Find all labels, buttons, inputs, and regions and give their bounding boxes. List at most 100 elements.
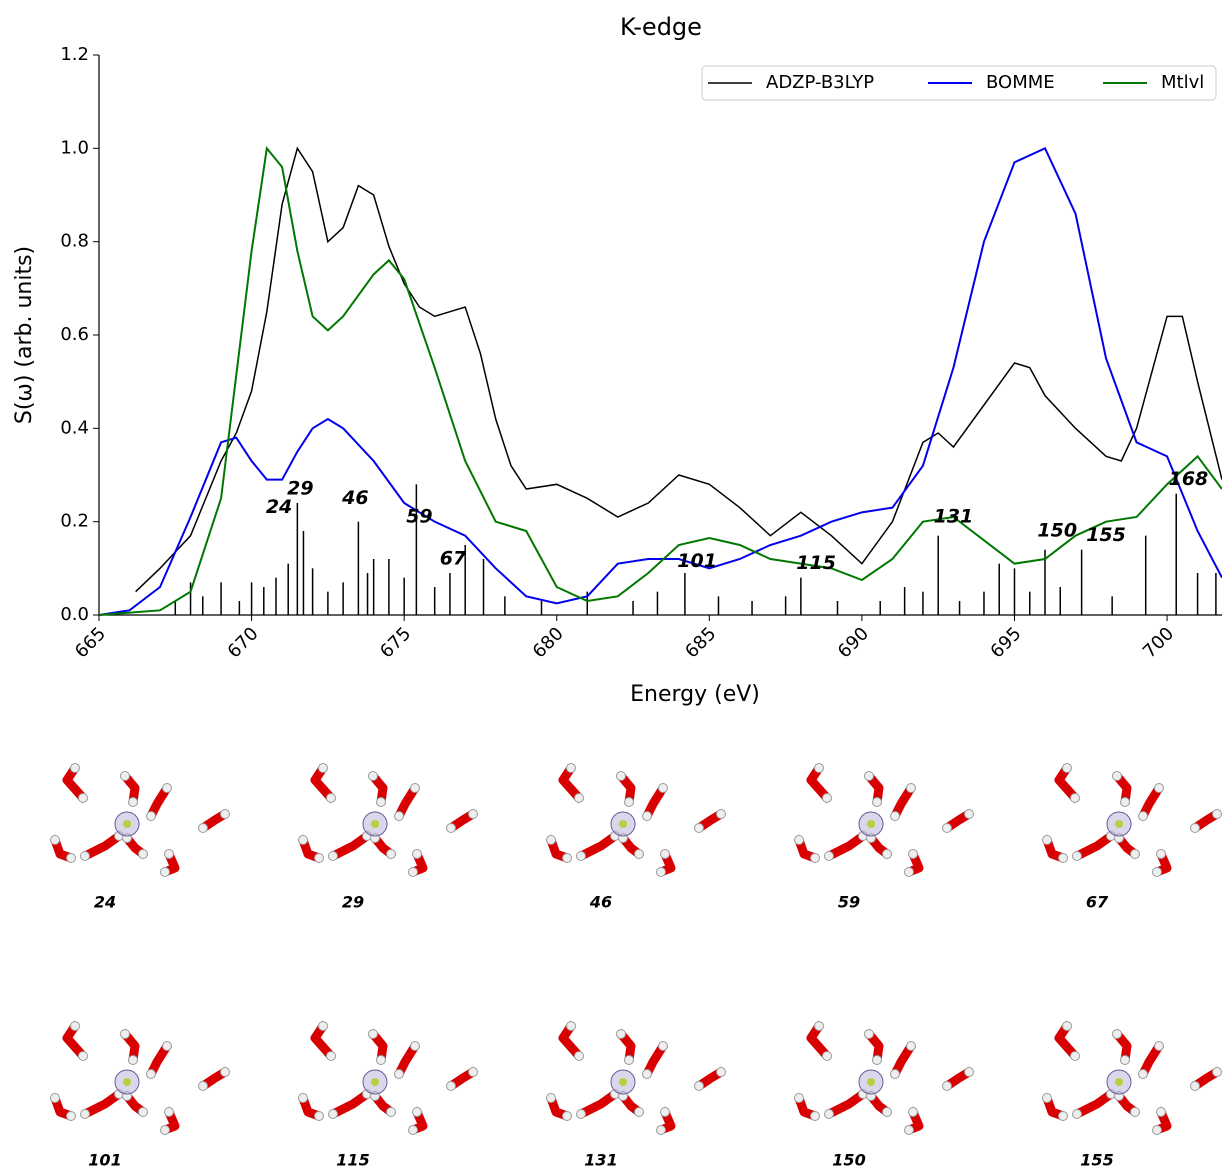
hydrogen (164, 849, 174, 859)
hydrogen (468, 1067, 478, 1077)
hydrogen (882, 1107, 892, 1117)
hydrogen (220, 809, 230, 819)
ion (123, 1078, 131, 1086)
hydrogen (906, 1041, 916, 1051)
hydrogen (160, 1125, 170, 1135)
x-tick-label: 700 (1139, 623, 1178, 662)
hydrogen (634, 1107, 644, 1117)
hydrogen (314, 853, 324, 863)
hydrogen (1058, 853, 1068, 863)
hydrogen (616, 771, 626, 781)
hydrogen (1072, 1109, 1082, 1119)
annotation: 155 (1086, 524, 1126, 546)
hydrogen (368, 1029, 378, 1039)
hydrogen (824, 851, 834, 861)
hydrogen (890, 811, 900, 821)
ion (867, 1078, 875, 1086)
hydrogen (822, 1051, 832, 1061)
structure-panels: 24 29 46 59 67 101 115 131 150 155 (50, 763, 1222, 1170)
hydrogen (328, 1109, 338, 1119)
hydrogen (566, 1021, 576, 1031)
hydrogen (794, 835, 804, 845)
hydrogen (656, 1125, 666, 1135)
hydrogen (162, 783, 172, 793)
annotation: 131 (934, 506, 974, 528)
ion (1115, 1078, 1123, 1086)
hydrogen (1156, 1107, 1166, 1117)
hydrogen (904, 867, 914, 877)
hydrogen (1112, 1029, 1122, 1039)
hydrogen (810, 1111, 820, 1121)
ion (867, 820, 875, 828)
structure-panel (794, 763, 974, 877)
hydrogen (1212, 809, 1222, 819)
hydrogen (904, 1125, 914, 1135)
water-bond (80, 1089, 124, 1119)
hydrogen (964, 1067, 974, 1077)
hydrogen (1190, 823, 1200, 833)
y-tick-label: 1.2 (60, 44, 89, 65)
hydrogen (468, 809, 478, 819)
annotation: 67 (440, 548, 467, 570)
hydrogen (1058, 1111, 1068, 1121)
series-line (99, 147, 1222, 616)
hydrogen (566, 763, 576, 773)
hydrogen (314, 1111, 324, 1121)
hydrogen (446, 823, 456, 833)
hydrogen (50, 1093, 60, 1103)
panel-label: 24 (94, 893, 116, 912)
hydrogen (128, 797, 138, 807)
water-bond (576, 831, 620, 861)
hydrogen (1190, 1081, 1200, 1091)
y-tick-label: 0.4 (60, 417, 89, 438)
hydrogen (412, 849, 422, 859)
annotation: 101 (677, 550, 717, 572)
hydrogen (942, 1081, 952, 1091)
ion (371, 820, 379, 828)
legend-label: ADZP-B3LYP (766, 72, 874, 93)
hydrogen (160, 867, 170, 877)
hydrogen (408, 1125, 418, 1135)
hydrogen (642, 1069, 652, 1079)
hydrogen (298, 835, 308, 845)
annotation: 29 (287, 478, 313, 500)
hydrogen (794, 1093, 804, 1103)
hydrogen (78, 1051, 88, 1061)
ion (619, 1078, 627, 1086)
hydrogen (694, 823, 704, 833)
hydrogen (394, 1069, 404, 1079)
hydrogen (882, 849, 892, 859)
hydrogen (574, 1051, 584, 1061)
hydrogen (822, 793, 832, 803)
hydrogen (624, 1055, 634, 1065)
hydrogen (376, 797, 386, 807)
ion (123, 820, 131, 828)
hydrogen (328, 851, 338, 861)
hydrogen (412, 1107, 422, 1117)
hydrogen (908, 849, 918, 859)
hydrogen (1130, 1107, 1140, 1117)
hydrogen (906, 783, 916, 793)
hydrogen (408, 867, 418, 877)
water-bond (328, 831, 372, 861)
hydrogen (394, 811, 404, 821)
panel-label: 155 (1080, 1151, 1113, 1170)
hydrogen (576, 851, 586, 861)
hydrogen (78, 793, 88, 803)
panel-label: 115 (336, 1151, 369, 1170)
hydrogen (1212, 1067, 1222, 1077)
hydrogen (624, 797, 634, 807)
hydrogen (410, 1041, 420, 1051)
water-bond (824, 1089, 868, 1119)
x-axis-label: Energy (eV) (630, 682, 760, 707)
structure-panel (50, 763, 230, 877)
hydrogen (138, 1107, 148, 1117)
water-bond (1072, 1089, 1116, 1119)
hydrogen (198, 823, 208, 833)
y-tick-label: 0.0 (60, 604, 89, 625)
hydrogen (1152, 867, 1162, 877)
panel-label: 131 (584, 1151, 617, 1170)
x-tick-label: 680 (529, 623, 568, 662)
annotation: 46 (341, 487, 368, 509)
annotation: 59 (406, 506, 432, 528)
